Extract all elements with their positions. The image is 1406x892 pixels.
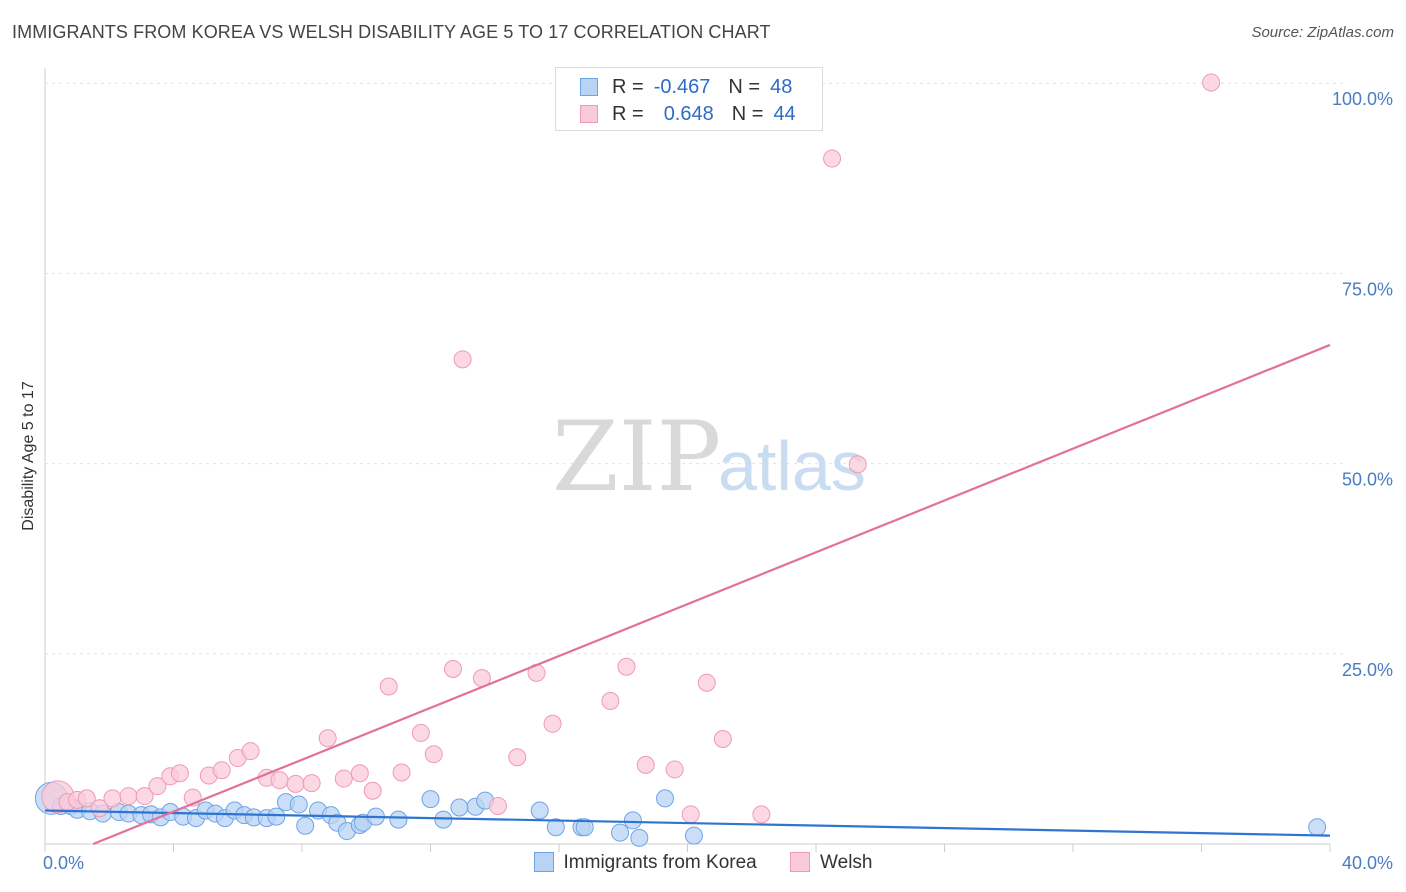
korea-point <box>684 826 703 845</box>
legend-r-label: R = <box>612 103 644 125</box>
korea-point <box>546 818 565 837</box>
trend-lines <box>44 343 1331 846</box>
welsh-point <box>148 777 167 796</box>
legend-n-label: N = <box>731 103 764 125</box>
legend-swatch-welsh <box>790 852 811 872</box>
korea-trend-line <box>44 809 1331 837</box>
legend-row-korea: R = -0.467 N = 48 <box>580 76 792 98</box>
welsh-point <box>334 769 353 788</box>
y-tick-label: 50.0% <box>1342 470 1393 490</box>
korea-point <box>296 816 315 835</box>
welsh-point <box>848 455 867 474</box>
y-tick-label: 75.0% <box>1342 279 1393 299</box>
watermark-atlas: atlas <box>718 427 866 505</box>
chart-title: IMMIGRANTS FROM KOREA VS WELSH DISABILIT… <box>12 22 771 42</box>
korea-point <box>421 790 440 809</box>
y-tick-labels: 25.0% 50.0% 75.0% 100.0% <box>1332 89 1393 680</box>
welsh-point <box>103 789 122 808</box>
welsh-points <box>41 73 1221 824</box>
korea-point <box>389 810 408 829</box>
welsh-point <box>453 350 472 369</box>
welsh-point <box>411 723 430 742</box>
legend-n-value-korea: 48 <box>770 76 793 98</box>
welsh-point <box>363 781 382 800</box>
welsh-point <box>77 789 96 808</box>
legend-r-value-korea: -0.467 <box>653 76 711 98</box>
legend-label-korea: Immigrants from Korea <box>563 852 757 873</box>
korea-point <box>575 818 594 837</box>
welsh-point <box>443 660 462 679</box>
legend-label-welsh: Welsh <box>820 852 873 873</box>
x-tick-label-min: 0.0% <box>43 853 84 873</box>
korea-point <box>630 828 649 847</box>
welsh-point <box>119 787 138 806</box>
y-tick-label: 25.0% <box>1342 660 1393 680</box>
welsh-point <box>681 805 700 824</box>
legend-item-korea: Immigrants from Korea <box>533 852 757 874</box>
stats-legend: R = -0.467 N = 48 R = 0.648 N = 44 <box>555 67 823 131</box>
korea-point <box>289 795 308 814</box>
welsh-point <box>617 657 636 676</box>
welsh-point <box>697 673 716 692</box>
welsh-point <box>350 764 369 783</box>
korea-point <box>1308 818 1327 837</box>
welsh-point <box>392 763 411 782</box>
legend-row-welsh: R = 0.648 N = 44 <box>580 103 796 125</box>
legend-r-value-welsh: 0.648 <box>663 103 714 125</box>
welsh-point <box>508 748 527 767</box>
welsh-point <box>601 691 620 710</box>
korea-point <box>623 811 642 830</box>
y-tick-label: 100.0% <box>1332 89 1393 109</box>
legend-swatch-korea <box>580 78 598 96</box>
welsh-point <box>752 805 771 824</box>
welsh-trend-line <box>92 343 1331 846</box>
korea-point <box>530 801 549 820</box>
welsh-point <box>543 714 562 733</box>
legend-swatch-korea <box>533 852 554 872</box>
welsh-point <box>424 745 443 764</box>
welsh-point <box>270 771 289 790</box>
welsh-point <box>212 761 231 780</box>
watermark-zip: ZIP <box>552 401 721 513</box>
legend-n-label: N = <box>728 76 761 98</box>
welsh-point <box>488 796 507 815</box>
welsh-point <box>1202 73 1221 92</box>
x-tick-label-max: 40.0% <box>1342 853 1393 873</box>
welsh-point <box>135 787 154 806</box>
korea-point <box>450 798 469 817</box>
welsh-point <box>302 774 321 793</box>
welsh-point <box>170 764 189 783</box>
korea-point <box>611 823 630 842</box>
welsh-point <box>636 755 655 774</box>
welsh-point <box>665 760 684 779</box>
legend-n-value-welsh: 44 <box>773 103 796 125</box>
series-legend: Immigrants from Korea Welsh <box>0 852 1406 874</box>
legend-item-welsh: Welsh <box>790 852 872 874</box>
korea-point <box>434 810 453 829</box>
welsh-point <box>823 149 842 168</box>
grid-layer <box>44 82 1345 852</box>
x-tick-labels: 0.0% 40.0% <box>43 853 1393 873</box>
korea-point <box>267 807 286 826</box>
welsh-point <box>713 730 732 749</box>
korea-point <box>656 789 675 808</box>
welsh-point <box>379 677 398 696</box>
y-axis-label: Disability Age 5 to 17 <box>20 381 37 531</box>
legend-r-label: R = <box>612 76 644 98</box>
chart-source: Source: ZipAtlas.com <box>1251 24 1394 41</box>
welsh-point <box>286 774 305 793</box>
welsh-point <box>241 742 260 761</box>
watermark: ZIP atlas <box>552 401 866 513</box>
welsh-point <box>318 729 337 748</box>
legend-swatch-welsh <box>580 105 598 123</box>
